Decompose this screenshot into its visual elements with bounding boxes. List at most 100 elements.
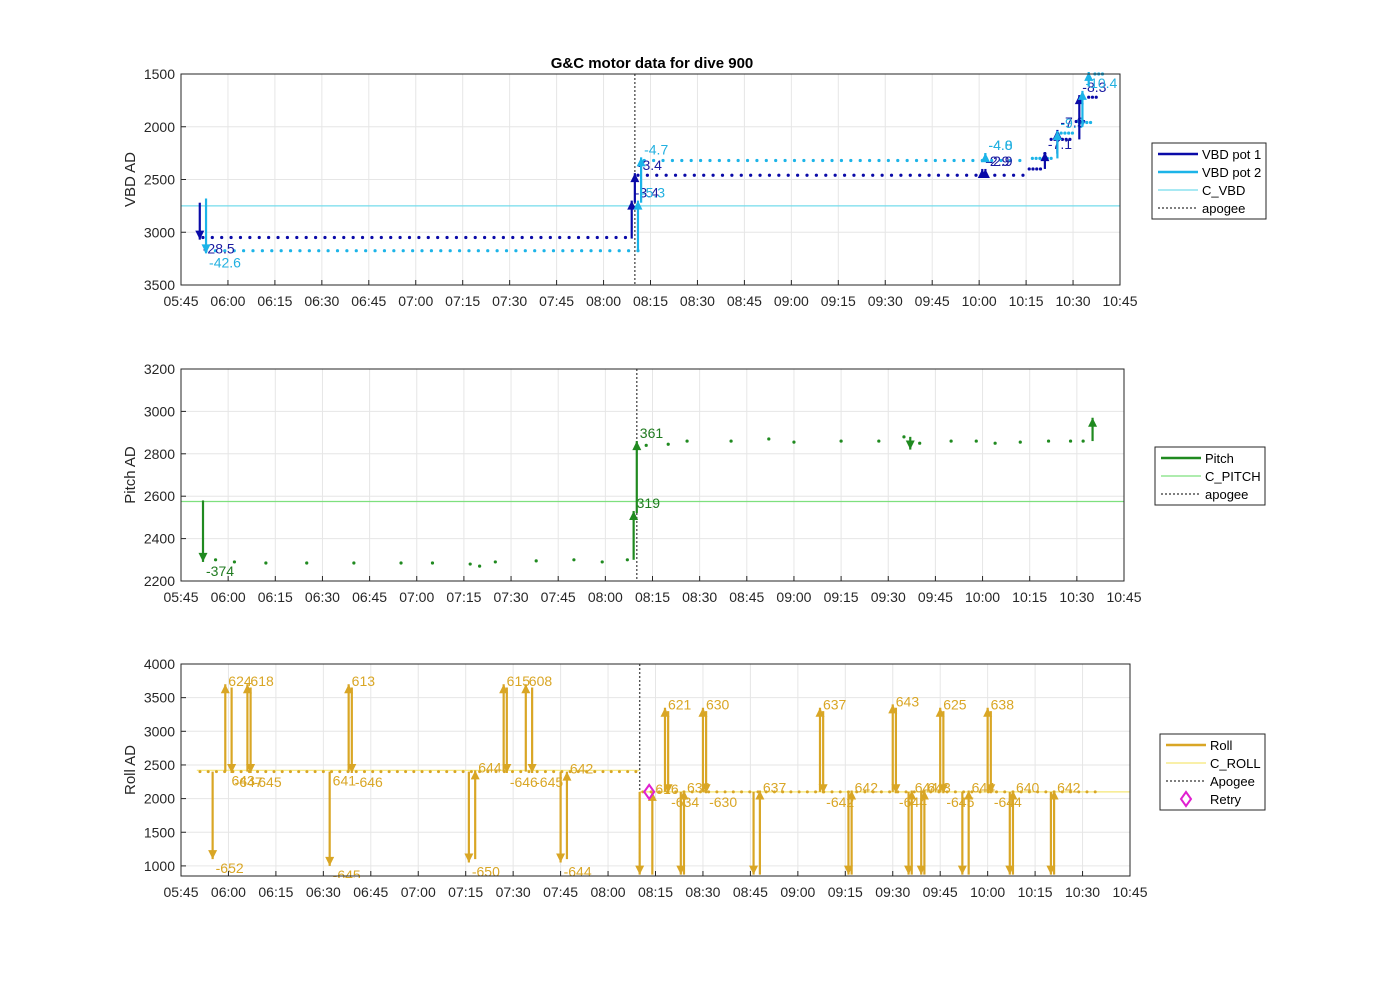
data-point bbox=[974, 173, 978, 177]
data-point bbox=[918, 441, 922, 445]
data-point bbox=[586, 235, 590, 240]
x-tick-label: 06:00 bbox=[210, 293, 245, 309]
data-point bbox=[411, 249, 415, 253]
move-label: -650 bbox=[472, 864, 500, 880]
data-point bbox=[805, 173, 809, 177]
motor-move-arrow: -642 bbox=[818, 711, 854, 810]
data-point bbox=[953, 790, 957, 794]
data-point bbox=[748, 790, 752, 794]
motor-move-arrow: 632 bbox=[679, 780, 711, 875]
move-label: -2.9 bbox=[988, 153, 1012, 169]
move-label: 642 bbox=[1057, 780, 1081, 796]
motor-move-arrow: 643 bbox=[888, 693, 919, 792]
arrow-head bbox=[905, 440, 915, 450]
move-label: -645 bbox=[333, 867, 361, 883]
legend-entry-label: C_ROLL bbox=[1210, 756, 1261, 771]
legend-entry-label: C_PITCH bbox=[1205, 469, 1261, 484]
data-point bbox=[781, 790, 785, 794]
data-point bbox=[971, 158, 975, 163]
arrow-head bbox=[470, 770, 480, 780]
move-label: 640 bbox=[1016, 780, 1040, 796]
x-tick-label: 08:30 bbox=[685, 884, 720, 900]
move-label: -2.9 bbox=[985, 153, 1009, 169]
x-tick-label: 06:45 bbox=[352, 589, 387, 605]
motor-move-arrow: -5.3 bbox=[633, 185, 665, 252]
motor-move-arrow: 644 bbox=[964, 780, 995, 875]
data-point bbox=[264, 561, 268, 565]
x-tick-label: 07:45 bbox=[539, 293, 574, 309]
x-tick-label: 07:00 bbox=[398, 293, 433, 309]
data-point bbox=[896, 790, 900, 794]
data-point bbox=[871, 173, 875, 177]
data-point bbox=[285, 235, 290, 240]
move-label: -9.9 bbox=[1060, 115, 1084, 131]
data-point bbox=[232, 560, 237, 564]
data-point bbox=[272, 770, 276, 774]
data-point bbox=[731, 790, 735, 794]
data-point bbox=[789, 790, 793, 794]
data-point bbox=[429, 249, 433, 253]
data-point bbox=[943, 158, 947, 163]
move-label: -644 bbox=[564, 864, 592, 880]
x-tick-label: 10:45 bbox=[1106, 589, 1141, 605]
move-label: -28.5 bbox=[203, 241, 235, 257]
data-point bbox=[1049, 137, 1053, 142]
arrow-head bbox=[220, 684, 230, 694]
motor-move-arrow: -644 bbox=[891, 707, 927, 810]
data-point bbox=[814, 790, 818, 794]
legend: Roll C_ROLL Apogee Retry bbox=[1159, 733, 1266, 811]
data-point bbox=[354, 770, 358, 774]
arrow-head bbox=[891, 784, 901, 794]
motor-move-arrow bbox=[1088, 417, 1098, 442]
y-tick-label: 2000 bbox=[144, 119, 175, 135]
x-tick-label: 07:15 bbox=[445, 293, 480, 309]
data-point bbox=[561, 249, 565, 253]
data-point bbox=[335, 249, 340, 253]
x-tick-label: 08:15 bbox=[635, 589, 670, 605]
data-point bbox=[567, 235, 571, 240]
data-point bbox=[690, 790, 694, 794]
move-label: -656 bbox=[684, 876, 712, 892]
data-point bbox=[469, 770, 473, 774]
move-label: 644 bbox=[478, 759, 502, 775]
data-point bbox=[279, 249, 283, 253]
data-point bbox=[332, 235, 336, 240]
arrow-head bbox=[556, 853, 566, 863]
data-point bbox=[313, 770, 317, 774]
y-tick-label: 3000 bbox=[144, 403, 175, 419]
data-point bbox=[572, 558, 576, 562]
data-point bbox=[888, 790, 892, 794]
data-point bbox=[570, 249, 574, 253]
data-point bbox=[1085, 120, 1089, 125]
x-tick-label: 07:30 bbox=[494, 589, 529, 605]
data-point bbox=[605, 235, 609, 240]
y-axis-label: Roll AD bbox=[122, 745, 139, 795]
x-tick-label: 07:45 bbox=[543, 884, 578, 900]
data-point bbox=[623, 235, 628, 240]
move-label: -645 bbox=[757, 876, 785, 892]
data-point bbox=[1019, 790, 1023, 794]
data-point bbox=[764, 158, 768, 163]
legend-entry-label: Pitch bbox=[1205, 451, 1234, 466]
data-point bbox=[912, 790, 916, 794]
data-point bbox=[511, 235, 515, 240]
data-point bbox=[978, 790, 982, 794]
data-point bbox=[871, 790, 875, 794]
data-point bbox=[767, 173, 772, 177]
data-point bbox=[777, 173, 781, 177]
arrow-head bbox=[1049, 790, 1059, 800]
motor-move-arrow: -4.8 bbox=[980, 137, 1013, 163]
data-point bbox=[1034, 156, 1038, 160]
data-point bbox=[220, 235, 224, 240]
x-tick-label: 06:15 bbox=[258, 589, 293, 605]
data-point bbox=[745, 158, 750, 163]
arrow-head bbox=[818, 784, 828, 794]
data-point bbox=[495, 249, 499, 253]
x-tick-label: 08:45 bbox=[727, 293, 762, 309]
arrow-head bbox=[633, 200, 643, 210]
data-point bbox=[288, 249, 293, 253]
data-point bbox=[918, 173, 922, 177]
x-tick-label: 09:45 bbox=[915, 293, 950, 309]
data-point bbox=[239, 770, 243, 774]
data-point bbox=[387, 770, 391, 774]
